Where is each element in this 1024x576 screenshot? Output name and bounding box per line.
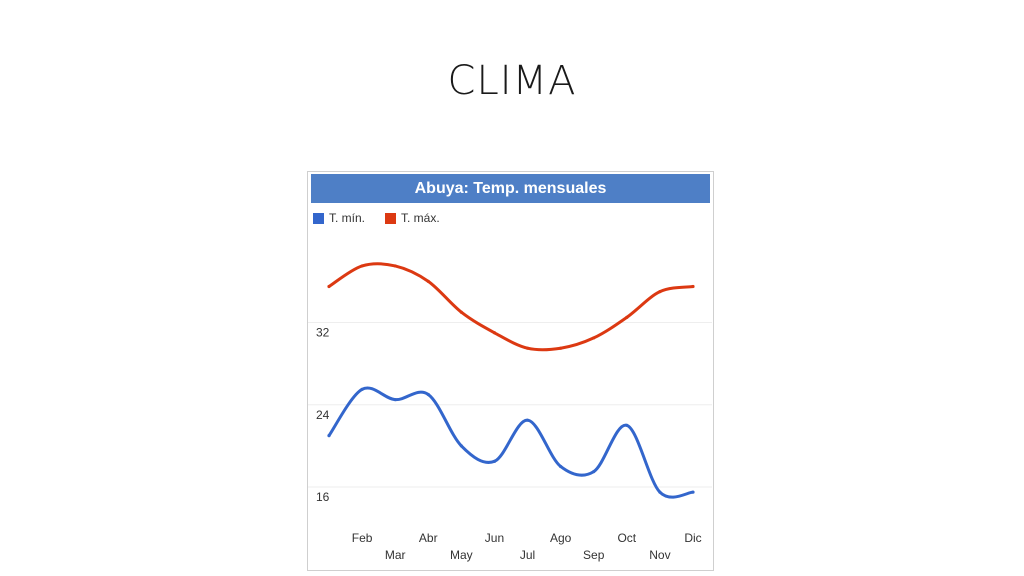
data-point-tmin-Oct: [625, 423, 629, 427]
x-tick-label-feb: Feb: [352, 531, 373, 545]
slide-title: CLIMA: [447, 58, 577, 104]
chart-title: Abuya: Temp. mensuales: [311, 174, 710, 203]
legend-label-tmin: T. mín.: [329, 211, 366, 225]
legend-swatch-tmin: [313, 212, 324, 224]
data-point-tmax-Oct: [625, 315, 629, 319]
x-tick-label-mar: Mar: [385, 548, 406, 562]
data-point-tmin-Jul: [525, 418, 530, 422]
data-point-tmin-Ago: [559, 464, 563, 469]
data-point-tmax-Ago: [559, 346, 563, 350]
data-point-tmin-Mar: [393, 398, 397, 402]
series-line-tmax: [327, 262, 695, 352]
data-point-tmax-May: [459, 310, 463, 314]
data-point-tmin-Feb: [360, 387, 364, 391]
data-point-tmin-Jun: [492, 459, 497, 463]
data-point-tmin-Sep: [592, 470, 596, 474]
x-tick-label-nov: Nov: [649, 548, 670, 562]
data-point-tmin-Abr: [426, 392, 430, 397]
legend-swatch-tmax: [385, 212, 397, 224]
data-point-tmax-Jul: [525, 346, 530, 350]
legend-label-tmax: T. máx.: [401, 211, 440, 225]
chart-frame: Abuya: Temp. mensuales T. mín. T. máx. 1…: [307, 171, 714, 571]
data-point-tmin-Dic: [691, 490, 695, 494]
x-tick-label-jun: Jun: [485, 531, 504, 545]
x-tick-label-sep: Sep: [583, 548, 605, 562]
legend-item-tmax[interactable]: T. máx.: [385, 211, 440, 225]
data-point-tmax-Feb: [360, 264, 364, 268]
x-tick-label-may: May: [450, 548, 473, 562]
data-point-tmax-Abr: [426, 279, 430, 283]
data-point-tmax-Jun: [492, 331, 497, 335]
x-tick-label-dic: Dic: [684, 531, 701, 545]
x-tick-label-oct: Oct: [617, 531, 636, 545]
legend-item-tmin[interactable]: T. mín.: [313, 211, 365, 225]
data-point-tmin-Nov: [658, 490, 662, 494]
data-point-tmax-Dic: [691, 284, 695, 289]
y-tick-label: 32: [316, 325, 330, 339]
y-tick-label: 24: [316, 408, 330, 422]
data-point-tmax-Mar: [393, 264, 397, 268]
chart-plot: 16 24 32 Feb Mar Abr May Jun Jul Ago Sep Oct Nov Dic: [308, 262, 712, 562]
data-point-tmin-May: [459, 444, 463, 448]
data-point-tmin-Ene: [327, 434, 331, 438]
data-point-tmax-Ene: [327, 284, 331, 289]
x-tick-label-jul: Jul: [520, 548, 535, 562]
x-tick-label-ago: Ago: [550, 531, 572, 545]
data-point-tmax-Nov: [658, 290, 662, 294]
chart-legend: T. mín. T. máx.: [313, 210, 460, 226]
y-tick-label: 16: [316, 490, 330, 504]
data-point-tmax-Sep: [592, 336, 596, 340]
x-tick-label-abr: Abr: [419, 531, 438, 545]
